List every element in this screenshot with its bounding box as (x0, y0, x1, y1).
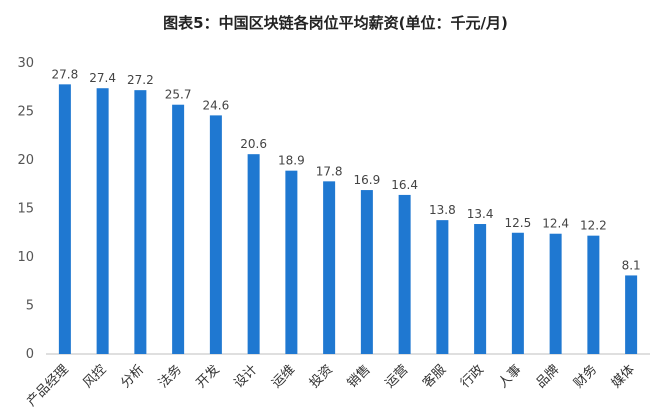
bar (360, 190, 373, 354)
bar (398, 194, 411, 354)
y-tick-label: 0 (26, 347, 34, 362)
x-tick-label: 投资 (306, 362, 336, 392)
y-tick-label: 10 (17, 250, 34, 265)
data-label: 13.4 (467, 207, 494, 221)
y-tick-label: 30 (17, 56, 34, 71)
y-tick-label: 5 (26, 299, 34, 314)
chart-title: 图表5：中国区块链各岗位平均薪资(单位：千元/月) (163, 14, 508, 32)
bar (323, 181, 336, 354)
bar (172, 104, 185, 355)
data-label: 24.6 (203, 98, 230, 112)
data-label: 18.9 (278, 154, 305, 168)
bar (58, 84, 71, 354)
x-tick-label: 财务 (570, 362, 600, 392)
bar (625, 275, 638, 354)
bar (511, 232, 524, 354)
x-tick-label: 运维 (269, 362, 298, 391)
x-tick-label: 运营 (382, 362, 411, 391)
bar (285, 170, 298, 354)
x-tick-label: 设计 (231, 362, 260, 391)
x-tick-label: 媒体 (609, 362, 638, 391)
data-label: 16.9 (354, 173, 381, 187)
x-tick-label: 行政 (458, 362, 487, 391)
data-label: 12.2 (580, 219, 607, 233)
x-tick-label: 人事 (496, 362, 525, 391)
data-label: 12.4 (542, 217, 569, 231)
x-tick-label: 销售 (344, 362, 374, 392)
bar (96, 88, 109, 354)
bar (549, 233, 562, 354)
data-label: 13.8 (429, 203, 456, 217)
x-tick-label: 分析 (118, 362, 147, 391)
data-label: 12.5 (505, 216, 532, 230)
y-tick-label: 20 (17, 153, 34, 168)
data-label: 27.4 (89, 71, 116, 85)
x-tick-label: 产品经理 (24, 362, 71, 409)
x-tick-label: 开发 (193, 362, 223, 392)
bar (247, 154, 260, 354)
bar (436, 220, 449, 354)
bar (474, 224, 487, 354)
bar (209, 115, 222, 354)
bar (587, 235, 600, 354)
x-tick-label: 客服 (419, 362, 449, 392)
x-tick-label: 风控 (80, 362, 109, 391)
data-label: 27.8 (52, 67, 79, 81)
data-label: 27.2 (127, 73, 154, 87)
data-label: 16.4 (391, 178, 418, 192)
data-label: 8.1 (622, 258, 641, 272)
x-tick-label: 法务 (155, 362, 185, 392)
y-tick-label: 25 (17, 105, 34, 120)
data-label: 25.7 (165, 88, 192, 102)
data-label: 20.6 (240, 137, 267, 151)
data-label: 17.8 (316, 164, 343, 178)
bar (134, 90, 147, 354)
y-tick-label: 15 (17, 202, 34, 217)
x-tick-label: 品牌 (533, 362, 563, 392)
